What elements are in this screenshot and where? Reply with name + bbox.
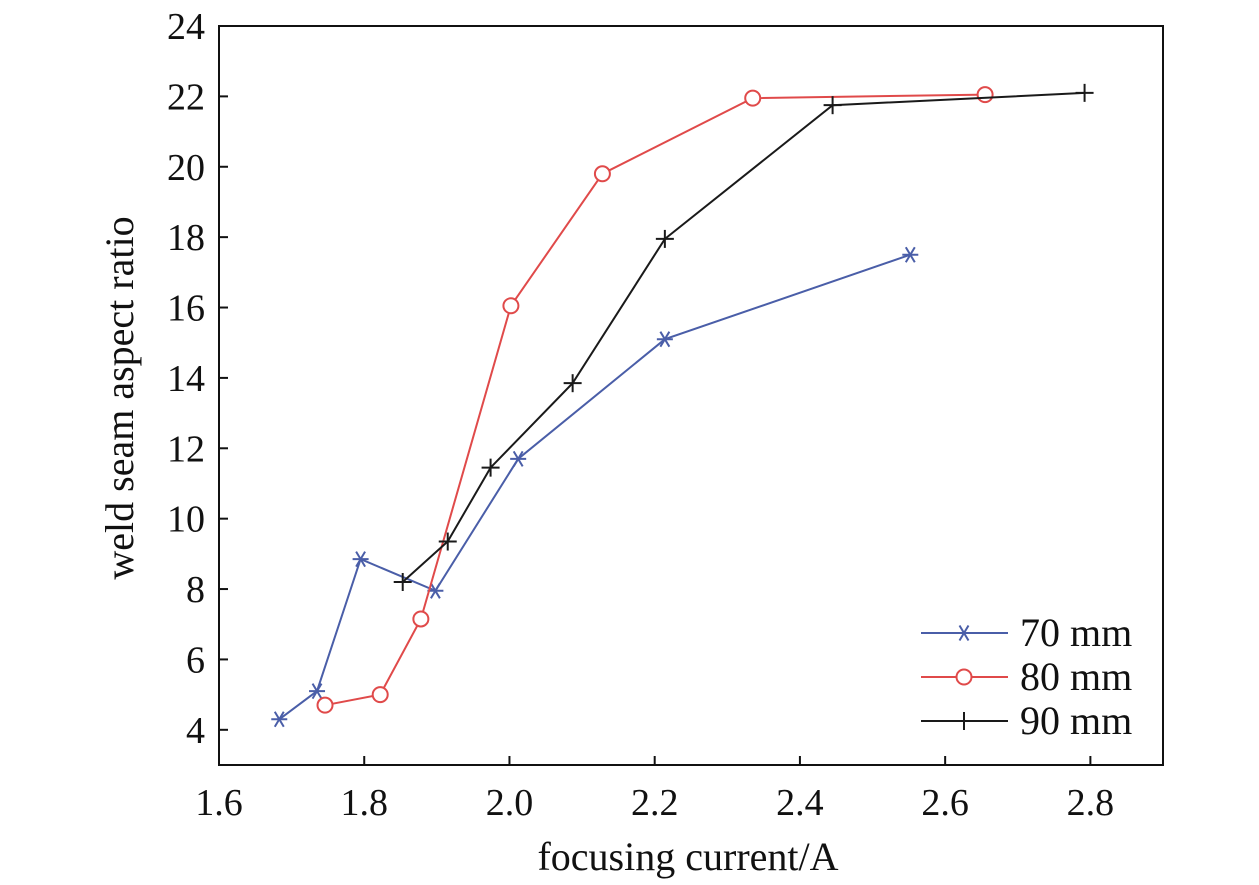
y-tick-label: 16 <box>167 288 205 330</box>
series-80-mm-marker <box>744 89 762 107</box>
x-tick-label: 2.8 <box>1067 782 1115 824</box>
series-80-mm-marker <box>593 165 611 183</box>
series-80-mm-marker <box>412 610 430 628</box>
series-90-mm-marker <box>655 229 674 248</box>
x-axis-title: focusing current/A <box>537 834 838 879</box>
series-90-mm-marker <box>823 96 842 115</box>
y-axis-title: weld seam aspect ratio <box>97 216 142 579</box>
x-tick-label: 2.4 <box>776 782 824 824</box>
series-80-mm-marker <box>502 297 520 315</box>
series-90-mm-marker <box>438 532 457 551</box>
legend-90-mm: 90 mm <box>921 698 1132 743</box>
legend-80-mm-marker <box>955 668 973 686</box>
series-70-mm-marker <box>309 683 326 700</box>
legend-70-mm-label: 70 mm <box>1020 610 1132 655</box>
series-layer <box>271 83 1094 728</box>
y-tick-label: 10 <box>167 499 205 541</box>
y-tick-label: 20 <box>167 147 205 189</box>
y-tick-label: 6 <box>186 639 205 681</box>
y-tick-label: 8 <box>186 569 205 611</box>
legend-80-mm-label: 80 mm <box>1020 654 1132 699</box>
x-tick-label: 1.6 <box>195 782 243 824</box>
x-axis: 1.6 1.8 2.0 2.2 2.4 2.6 2.8 <box>195 756 1114 824</box>
series-70-mm-marker <box>352 551 369 568</box>
x-tick-label: 1.8 <box>340 782 388 824</box>
series-70-mm <box>271 246 919 728</box>
series-70-mm-line <box>278 253 911 721</box>
x-tick-label: 2.6 <box>921 782 969 824</box>
y-axis: 4 6 8 10 12 14 16 18 20 22 24 <box>167 6 228 752</box>
series-90-mm-marker <box>563 374 582 393</box>
series-90-mm <box>393 83 1094 592</box>
series-90-mm-line <box>402 91 1085 583</box>
series-70-mm-marker <box>510 450 527 467</box>
x-tick-label: 2.2 <box>631 782 679 824</box>
legend-90-mm-label: 90 mm <box>1020 698 1132 743</box>
legend-70-mm: 70 mm <box>921 610 1132 655</box>
y-tick-label: 12 <box>167 428 205 470</box>
legend-70-mm-marker <box>956 624 972 642</box>
legend-80-mm: 80 mm <box>921 654 1132 699</box>
legend-90-mm-marker <box>955 712 973 730</box>
series-80-mm <box>316 86 994 714</box>
series-80-mm-marker <box>976 86 994 104</box>
series-70-mm-marker <box>271 711 288 728</box>
series-80-mm-marker <box>316 696 334 714</box>
series-80-mm-marker <box>371 686 389 704</box>
x-tick-label: 2.0 <box>486 782 534 824</box>
y-tick-label: 18 <box>167 217 205 259</box>
series-70-mm-marker <box>902 246 919 263</box>
series-90-mm-marker <box>393 573 412 592</box>
y-tick-label: 4 <box>186 710 205 752</box>
series-90-mm-marker <box>481 458 500 477</box>
plot-area-frame <box>218 25 1164 766</box>
series-70-mm-marker <box>656 331 673 348</box>
y-tick-label: 22 <box>167 76 205 118</box>
series-70-mm-marker <box>427 582 444 599</box>
y-tick-label: 14 <box>167 358 205 400</box>
series-90-mm-marker <box>1075 83 1094 102</box>
y-tick-label: 24 <box>167 6 205 48</box>
